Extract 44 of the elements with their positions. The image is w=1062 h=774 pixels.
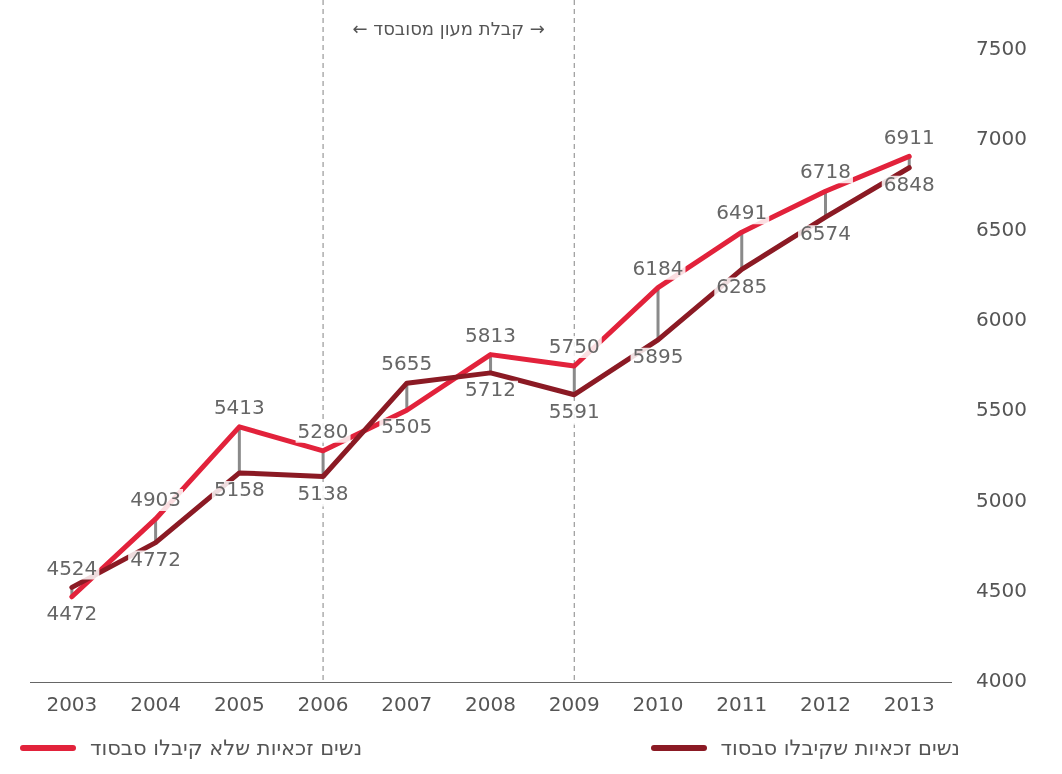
text: → קבלת מעון מסובסד ←: [352, 17, 545, 39]
data-label: 4903: [130, 487, 182, 512]
x-tick-label: 2007: [381, 692, 433, 717]
data-label: 5813: [465, 322, 516, 347]
y-tick-label: 6000: [976, 307, 1028, 332]
data-label: 5655: [381, 351, 433, 376]
y-tick-label: 5500: [976, 397, 1028, 422]
data-label: 5591: [548, 398, 600, 423]
data-label: 5505: [381, 414, 433, 439]
x-tick-label: 2004: [130, 692, 182, 717]
x-tick-label: 2012: [800, 692, 851, 717]
data-label: 6848: [883, 171, 935, 196]
data-label: 5158: [213, 477, 265, 502]
data-label: 4524: [46, 555, 98, 580]
data-label: 5280: [297, 419, 349, 444]
legend-label: נשים זכאיות שקיבלו סבסוד: [720, 736, 960, 760]
legend-label: נשים זכאיות שלא קיבלו סבסוד: [90, 736, 363, 760]
y-tick-label: 6500: [976, 216, 1028, 241]
data-label: 6911: [883, 124, 935, 149]
x-tick-label: 2008: [465, 692, 516, 717]
data-label: 6491: [716, 200, 768, 225]
data-label: 6574: [800, 221, 851, 246]
data-label: 5138: [297, 480, 349, 505]
x-tick-label: 2010: [632, 692, 684, 717]
y-tick-label: 7000: [976, 126, 1028, 151]
data-label: 5712: [465, 377, 516, 402]
y-tick-label: 7500: [976, 36, 1028, 61]
data-label: 5413: [213, 395, 265, 420]
x-tick-label: 2003: [46, 692, 98, 717]
data-label: 5750: [548, 334, 600, 359]
x-tick-label: 2013: [883, 692, 935, 717]
x-tick-label: 2006: [297, 692, 349, 717]
data-label: 6285: [716, 273, 768, 298]
x-tick-label: 2009: [548, 692, 600, 717]
data-label: 4772: [130, 546, 182, 571]
data-label: 4472: [46, 600, 98, 625]
data-label: 5895: [632, 344, 684, 369]
y-tick-label: 4000: [976, 668, 1028, 693]
x-tick-label: 2005: [213, 692, 265, 717]
y-tick-label: 4500: [976, 577, 1028, 602]
data-label: 6718: [800, 159, 851, 184]
data-label: 6184: [632, 255, 684, 280]
y-tick-label: 5000: [976, 487, 1028, 512]
x-tick-label: 2011: [716, 692, 768, 717]
